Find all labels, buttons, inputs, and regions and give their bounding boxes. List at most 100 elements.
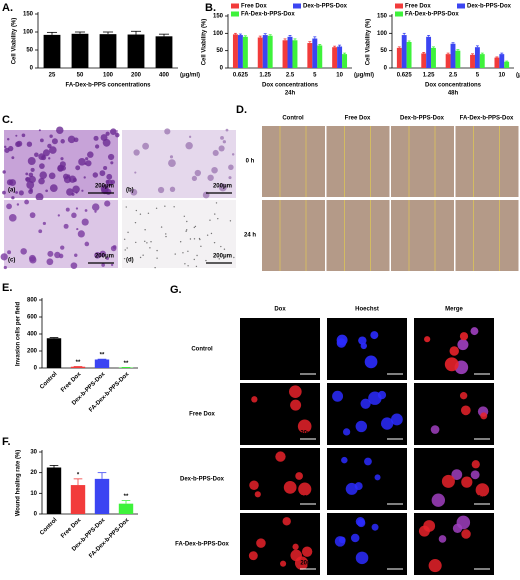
cell (15, 191, 18, 194)
x-axis-label: FA-Dex-b-PPS concentrations (65, 83, 151, 89)
cell (294, 556, 309, 570)
cell (134, 171, 137, 174)
cell (123, 257, 126, 260)
cell (459, 332, 469, 341)
cell (297, 419, 312, 434)
cell (35, 193, 44, 201)
cell (342, 428, 351, 436)
cell (185, 229, 188, 231)
cell (74, 253, 78, 257)
row-label: 0 h (246, 159, 255, 165)
cell (68, 175, 77, 183)
cell (26, 180, 35, 189)
cell (430, 425, 440, 434)
cell (229, 220, 232, 222)
y-tick-label: 600 (27, 315, 38, 321)
y-tick-label: 10 (30, 491, 37, 497)
cell (275, 451, 286, 462)
legend-label: Dex-b-PPS-Dox (303, 4, 348, 10)
cell (214, 213, 216, 215)
cell (357, 518, 366, 528)
column-header: Free Dox (345, 116, 371, 122)
cell (29, 212, 36, 219)
cell (49, 134, 53, 138)
bar (70, 485, 86, 514)
cell (49, 184, 58, 193)
x-tick-label: FA-Dex-b-PPS-Dox (88, 517, 131, 560)
cell (57, 165, 64, 172)
cell (298, 482, 312, 496)
image-label: (a) (8, 188, 15, 194)
panel-label: C. (2, 114, 13, 126)
cell (164, 205, 166, 207)
cell (475, 483, 490, 497)
cell (280, 560, 287, 567)
cell (105, 256, 110, 260)
bar (317, 45, 323, 68)
bar (337, 46, 343, 68)
cell (200, 245, 202, 248)
x-tick-label: 400 (159, 73, 170, 79)
x-tick-label: 10 (336, 73, 343, 79)
cell (295, 472, 303, 480)
cell (156, 257, 158, 259)
cell (71, 192, 75, 196)
bar (455, 50, 461, 68)
cell (217, 217, 219, 220)
cell (212, 149, 219, 157)
cell (87, 151, 94, 158)
panel-label: F. (2, 436, 11, 448)
cell (75, 165, 81, 171)
row-label: Dex-b-PPS-Dox (180, 477, 225, 483)
column-header: Merge (445, 307, 463, 313)
x-unit: (μg/ml) (516, 73, 520, 79)
scale-bar-label: 200μm (95, 254, 114, 260)
cell (39, 163, 45, 169)
cell (15, 141, 21, 148)
x-tick-label: 25 (49, 73, 56, 79)
legend-label: FA-Dex-b-PPS-Dox (405, 12, 459, 18)
cell (456, 515, 471, 530)
cell (147, 212, 150, 214)
cell (25, 177, 29, 182)
cell (24, 199, 30, 205)
cell (149, 247, 151, 249)
cell (471, 460, 480, 469)
cell (42, 149, 50, 157)
cell (173, 206, 175, 208)
bar (426, 36, 432, 68)
cell (336, 338, 347, 348)
bar (470, 54, 475, 68)
cell (101, 263, 105, 267)
cell (207, 174, 214, 181)
cell (48, 172, 56, 180)
cell (184, 263, 186, 265)
cell (115, 132, 120, 138)
legend-swatch (395, 3, 403, 9)
column-header: Control (282, 116, 304, 122)
y-tick-label: 20 (30, 470, 37, 476)
cell (194, 169, 202, 177)
cell (428, 559, 442, 573)
cell (370, 331, 379, 340)
bar (127, 34, 145, 68)
cell (76, 227, 79, 231)
cell (28, 172, 34, 178)
micrograph (122, 130, 236, 198)
scale-bar-label: 20μm (387, 431, 403, 437)
x-tick-label: Control (39, 371, 59, 391)
cell (218, 258, 220, 260)
cell (94, 252, 101, 259)
cell (358, 336, 367, 345)
cell (104, 200, 111, 207)
cell (4, 147, 10, 153)
fluorescence-image (327, 318, 407, 380)
cell (205, 259, 207, 262)
cell (92, 172, 99, 178)
cell (56, 126, 64, 134)
wound-image (326, 126, 390, 197)
bar (474, 47, 480, 68)
cell (20, 248, 27, 255)
cell (57, 214, 60, 217)
cell (47, 143, 52, 149)
